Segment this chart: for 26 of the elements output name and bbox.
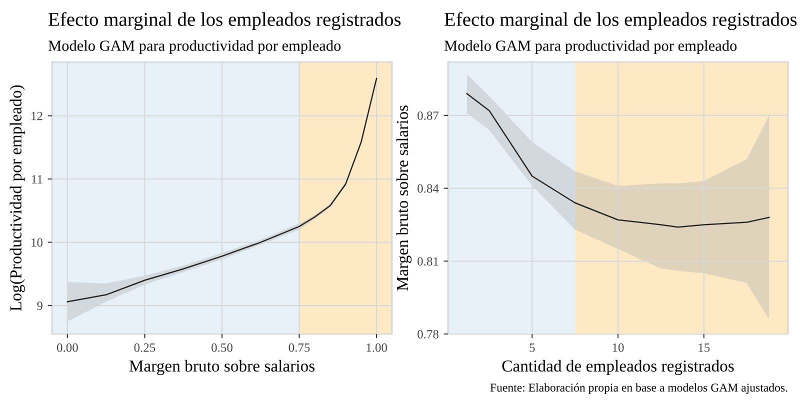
- x-tick-label: 15: [698, 343, 710, 352]
- x-tick-label: 0.50: [212, 343, 232, 352]
- chart-subtitle: Modelo GAM para productividad por empleado: [444, 40, 737, 54]
- y-tick-label: 9: [37, 302, 42, 310]
- y-tick-label: 12: [32, 112, 42, 120]
- chart-title: Efecto marginal de los empleados registrados: [444, 12, 797, 30]
- x-tick-label: 5: [530, 344, 535, 352]
- y-tick-label: 0.81: [418, 257, 438, 266]
- x-axis-title: Cantidad de empleados registrados: [502, 360, 734, 376]
- y-tick-label: 10: [32, 238, 42, 247]
- x-tick-label: 1.00: [366, 343, 388, 352]
- x-tick-label: 10: [612, 343, 624, 352]
- y-tick-label: 11: [32, 175, 42, 184]
- chart-title: Efecto marginal de los empleados registrados: [48, 12, 401, 30]
- y-tick-label: 0.84: [418, 184, 439, 193]
- y-tick-label: 0.87: [418, 111, 439, 120]
- x-tick-label: 0.00: [56, 343, 78, 352]
- line-series: [466, 92, 770, 228]
- y-tick-label: 0.78: [418, 330, 438, 339]
- y-axis-title: Margen bruto sobre salarios: [396, 105, 412, 291]
- source-note: Fuente: Elaboración propia en base a modelos GAM ajustados.: [490, 383, 788, 394]
- x-axis-title: Margen bruto sobre salarios: [129, 360, 315, 376]
- x-tick-label: 0.75: [288, 343, 310, 352]
- chart-subtitle: Modelo GAM para productividad por empleado: [48, 40, 341, 54]
- y-axis-title: Log(Productividad por empleado): [10, 85, 25, 311]
- x-tick-label: 0.25: [134, 343, 156, 352]
